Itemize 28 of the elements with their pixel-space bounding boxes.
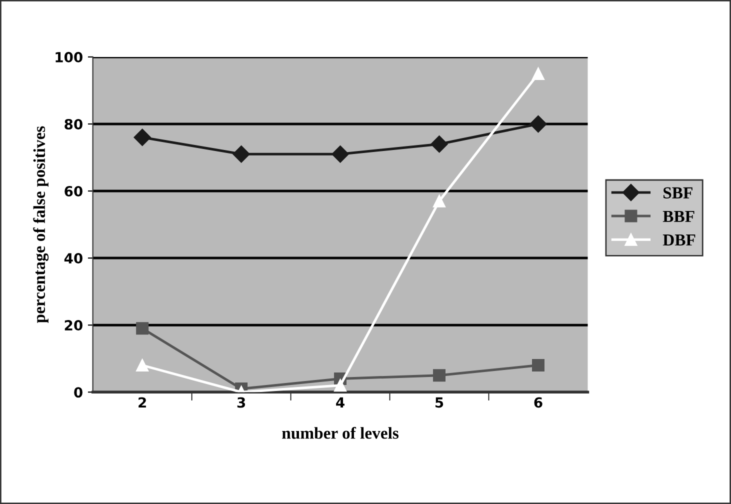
y-axis-title: percentage of false positives — [33, 126, 49, 323]
y-tick-label: 60 — [64, 186, 82, 196]
point — [232, 146, 250, 163]
point — [433, 369, 446, 382]
point — [332, 146, 349, 163]
point — [134, 128, 151, 146]
legend-label: SBF — [664, 187, 692, 198]
legend-label: DBF — [662, 234, 696, 246]
x-tick-label: 3 — [237, 397, 246, 408]
y-tick-label: 100 — [56, 52, 82, 62]
point — [334, 379, 347, 392]
point — [532, 359, 544, 372]
legend-label: BBF — [662, 210, 694, 222]
point — [530, 115, 547, 133]
x-tick-label: 6 — [534, 397, 542, 408]
x-tick-label: 4 — [336, 397, 344, 408]
x-tick-label: 2 — [138, 397, 146, 408]
y-tick-label: 0 — [74, 387, 82, 398]
x-tick-label: 5 — [436, 397, 444, 408]
point — [136, 322, 149, 335]
y-tick-label: 40 — [64, 253, 82, 264]
point — [532, 67, 544, 80]
point — [433, 194, 446, 208]
x-axis-title: number of levels — [282, 426, 399, 439]
point — [430, 136, 448, 153]
point — [136, 359, 149, 372]
y-tick-label: 80 — [64, 118, 82, 130]
y-tick-label: 20 — [64, 320, 82, 331]
